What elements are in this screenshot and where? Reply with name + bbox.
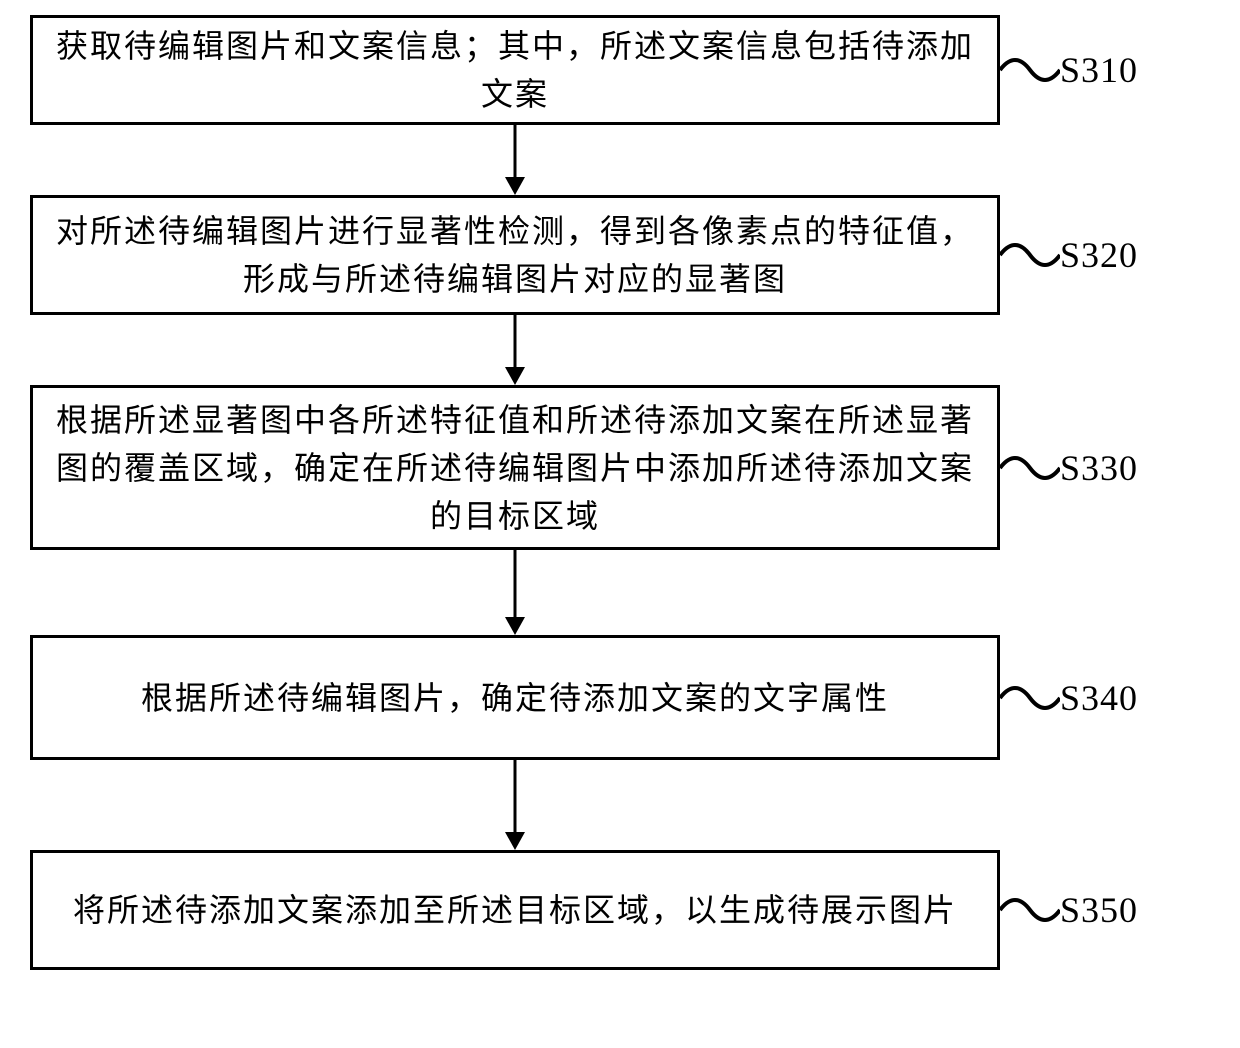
- connector-curve-icon: [1000, 45, 1060, 95]
- arrow-down-icon: [495, 125, 535, 195]
- arrow-down-icon: [495, 550, 535, 635]
- step-row-s350: 将所述待添加文案添加至所述目标区域，以生成待展示图片 S350: [30, 850, 1210, 970]
- step-label-s340: S340: [1060, 677, 1138, 719]
- arrow-down-icon: [495, 760, 535, 850]
- arrow-row-3: [30, 550, 1210, 635]
- step-label-s350: S350: [1060, 889, 1138, 931]
- arrow-row-4: [30, 760, 1210, 850]
- arrow-down-icon: [495, 315, 535, 385]
- step-row-s340: 根据所述待编辑图片，确定待添加文案的文字属性 S340: [30, 635, 1210, 760]
- connector-curve-icon: [1000, 230, 1060, 280]
- arrow-row-2: [30, 315, 1210, 385]
- arrow-container-2: [30, 315, 1000, 385]
- step-text-s320: 对所述待编辑图片进行显著性检测，得到各像素点的特征值，形成与所述待编辑图片对应的…: [53, 207, 977, 303]
- step-box-s310: 获取待编辑图片和文案信息；其中，所述文案信息包括待添加文案: [30, 15, 1000, 125]
- step-text-s340: 根据所述待编辑图片，确定待添加文案的文字属性: [141, 674, 889, 722]
- step-row-s310: 获取待编辑图片和文案信息；其中，所述文案信息包括待添加文案 S310: [30, 15, 1210, 125]
- step-box-s320: 对所述待编辑图片进行显著性检测，得到各像素点的特征值，形成与所述待编辑图片对应的…: [30, 195, 1000, 315]
- arrow-container-1: [30, 125, 1000, 195]
- flowchart-container: 获取待编辑图片和文案信息；其中，所述文案信息包括待添加文案 S310 对所述待编…: [30, 15, 1210, 970]
- step-box-s330: 根据所述显著图中各所述特征值和所述待添加文案在所述显著图的覆盖区域，确定在所述待…: [30, 385, 1000, 550]
- step-text-s330: 根据所述显著图中各所述特征值和所述待添加文案在所述显著图的覆盖区域，确定在所述待…: [53, 396, 977, 540]
- arrow-row-1: [30, 125, 1210, 195]
- step-box-s350: 将所述待添加文案添加至所述目标区域，以生成待展示图片: [30, 850, 1000, 970]
- step-box-s340: 根据所述待编辑图片，确定待添加文案的文字属性: [30, 635, 1000, 760]
- connector-curve-icon: [1000, 673, 1060, 723]
- connector-s350: S350: [1000, 885, 1210, 935]
- step-label-s330: S330: [1060, 447, 1138, 489]
- connector-s320: S320: [1000, 230, 1210, 280]
- connector-s330: S330: [1000, 443, 1210, 493]
- connector-curve-icon: [1000, 443, 1060, 493]
- arrow-container-3: [30, 550, 1000, 635]
- connector-curve-icon: [1000, 885, 1060, 935]
- connector-s310: S310: [1000, 45, 1210, 95]
- step-label-s310: S310: [1060, 49, 1138, 91]
- arrow-container-4: [30, 760, 1000, 850]
- step-row-s330: 根据所述显著图中各所述特征值和所述待添加文案在所述显著图的覆盖区域，确定在所述待…: [30, 385, 1210, 550]
- connector-s340: S340: [1000, 673, 1210, 723]
- step-label-s320: S320: [1060, 234, 1138, 276]
- step-text-s350: 将所述待添加文案添加至所述目标区域，以生成待展示图片: [73, 886, 957, 934]
- step-row-s320: 对所述待编辑图片进行显著性检测，得到各像素点的特征值，形成与所述待编辑图片对应的…: [30, 195, 1210, 315]
- step-text-s310: 获取待编辑图片和文案信息；其中，所述文案信息包括待添加文案: [53, 22, 977, 118]
